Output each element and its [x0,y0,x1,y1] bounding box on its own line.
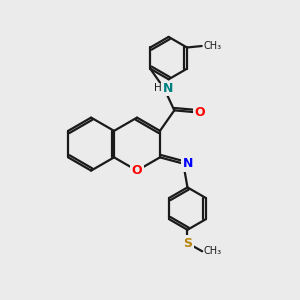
Text: N: N [163,82,173,95]
Text: S: S [183,236,192,250]
Text: CH₃: CH₃ [203,41,221,51]
Text: N: N [182,157,193,170]
Text: CH₃: CH₃ [204,246,222,256]
Text: H: H [154,83,161,94]
Text: O: O [132,164,142,177]
Text: O: O [194,106,205,119]
